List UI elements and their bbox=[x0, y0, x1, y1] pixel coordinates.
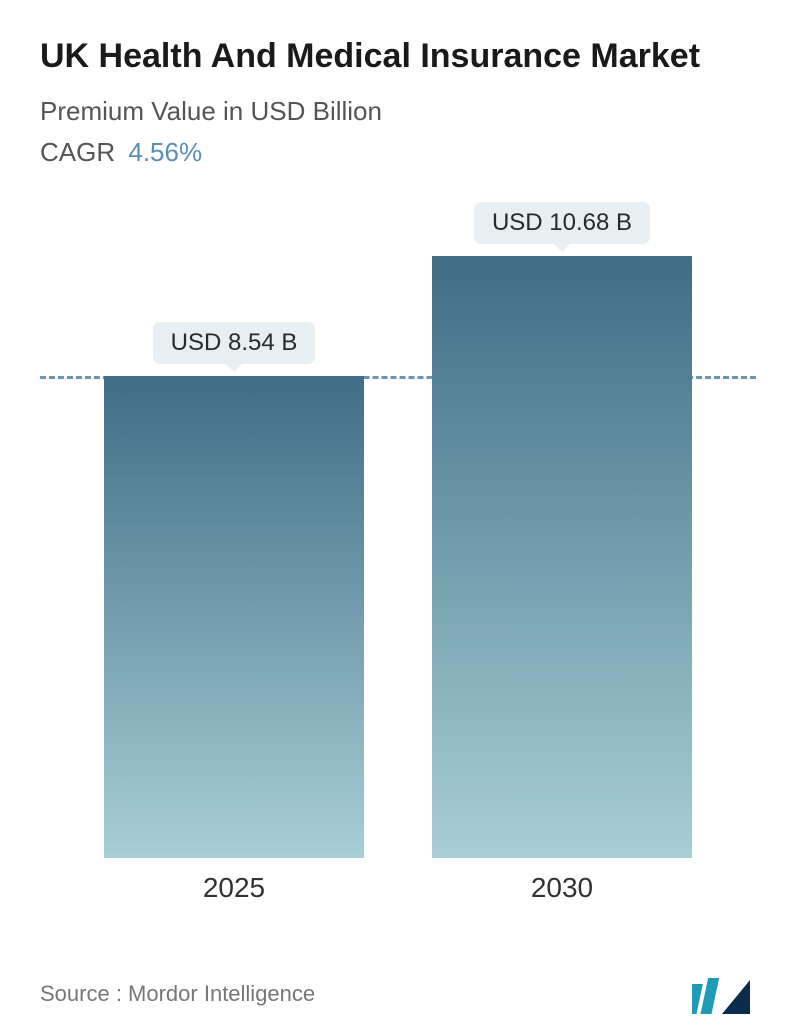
x-axis-label: 2030 bbox=[422, 872, 702, 904]
value-pill: USD 8.54 B bbox=[153, 322, 316, 364]
value-pill: USD 10.68 B bbox=[474, 202, 650, 244]
chart-area: USD 8.54 BUSD 10.68 B 20252030 bbox=[40, 208, 756, 949]
bar-wrap: USD 8.54 B bbox=[94, 376, 374, 857]
chart-subtitle: Premium Value in USD Billion bbox=[40, 96, 756, 127]
footer: Source : Mordor Intelligence bbox=[40, 974, 756, 1014]
plot-region: USD 8.54 BUSD 10.68 B bbox=[40, 238, 756, 858]
x-axis-label: 2025 bbox=[94, 872, 374, 904]
cagr-row: CAGR 4.56% bbox=[40, 137, 756, 168]
chart-title: UK Health And Medical Insurance Market bbox=[40, 35, 756, 78]
cagr-label: CAGR bbox=[40, 137, 115, 167]
source-text: Source : Mordor Intelligence bbox=[40, 981, 315, 1007]
bar bbox=[104, 376, 364, 857]
x-axis-labels: 2025 2030 bbox=[40, 858, 756, 904]
bar-wrap: USD 10.68 B bbox=[422, 256, 702, 858]
brand-logo-icon bbox=[692, 974, 752, 1014]
cagr-value: 4.56% bbox=[128, 137, 202, 167]
chart-container: UK Health And Medical Insurance Market P… bbox=[0, 0, 796, 1034]
bar bbox=[432, 256, 692, 858]
bars-group: USD 8.54 BUSD 10.68 B bbox=[40, 238, 756, 858]
